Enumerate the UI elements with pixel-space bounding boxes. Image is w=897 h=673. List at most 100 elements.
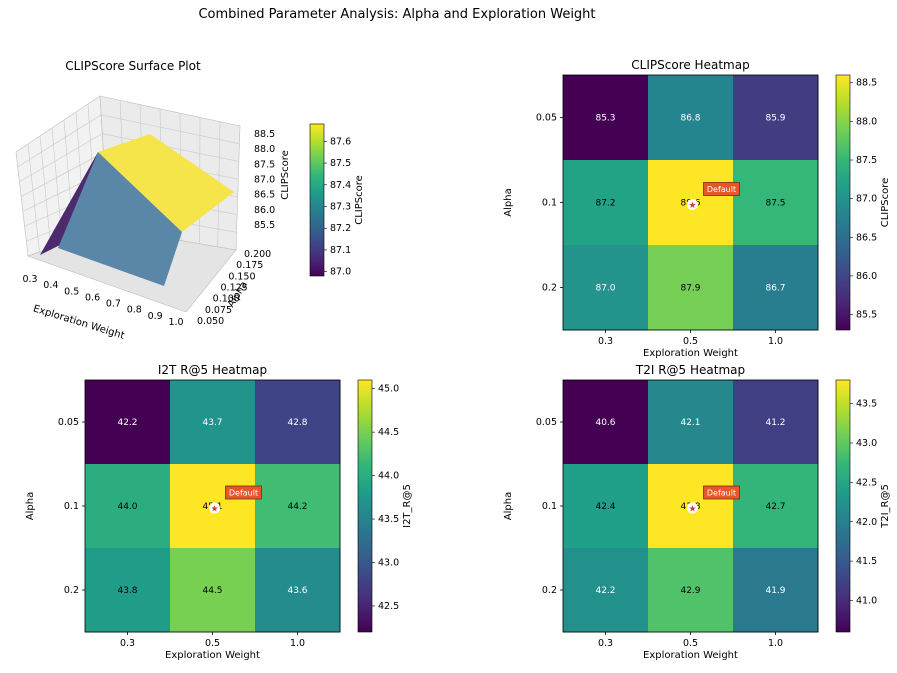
- i2t-heatmap-cell: [85, 464, 171, 549]
- i2t-xtick-label: 0.5: [205, 638, 220, 649]
- surface-ztick-label: 88.0: [254, 144, 275, 155]
- clipscore-colorbar: [835, 74, 851, 331]
- i2t-heatmap-cell: [255, 464, 341, 549]
- clipscore-ylabel: Alpha: [503, 188, 514, 216]
- i2t-xtick-label: 1.0: [290, 638, 305, 649]
- i2t-cell-value: 42.2: [117, 418, 137, 428]
- i2t-xlabel: Exploration Weight: [165, 650, 260, 661]
- clipscore-colorbar-label: CLIPScore: [880, 178, 891, 228]
- surface-colorbar-label: CLIPScore: [354, 175, 365, 225]
- t2i-colorbar-tick-label: 41.0: [856, 596, 877, 607]
- surface-colorbar: [309, 123, 325, 277]
- t2i-xtick-label: 1.0: [768, 638, 783, 649]
- clipscore-colorbar-tick-label: 85.5: [856, 310, 877, 321]
- t2i-xtick-label: 0.5: [683, 638, 698, 649]
- t2i-cell-value: 42.2: [595, 586, 615, 596]
- i2t-cell-value: 44.5: [202, 586, 222, 596]
- surface-ytick-label: 0.100: [213, 294, 240, 305]
- clipscore-default-marker: ★: [688, 201, 696, 211]
- t2i-heatmap-cell: [733, 380, 819, 465]
- surface-colorbar-ticks: 87.0 87.1 87.2 87.3 87.4 87.5 87.6: [324, 136, 351, 278]
- figure-title: Combined Parameter Analysis: Alpha and E…: [198, 7, 595, 22]
- surface-xtick-label: 1.0: [168, 317, 183, 328]
- t2i-heatmap-cell: [733, 464, 819, 549]
- surface-ytick-label: 0.175: [236, 260, 263, 271]
- t2i-default-badge: [703, 485, 740, 500]
- surface-ztick-label: 86.0: [254, 205, 275, 216]
- surface-ztick-label: 87.0: [254, 175, 275, 186]
- i2t-default-badge: [225, 485, 262, 500]
- i2t-heatmap-cell: [170, 380, 256, 465]
- surface-xtick-label: 0.7: [106, 299, 121, 310]
- t2i-heatmap-cell: [648, 548, 734, 633]
- i2t-heatmap-title: I2T R@5 Heatmap: [158, 363, 267, 377]
- surface-colorbar-tick-label: 87.0: [330, 267, 351, 278]
- clipscore-colorbar-tick-label: 87.0: [856, 194, 877, 205]
- surface-xtick-label: 0.8: [127, 305, 142, 316]
- clipscore-colorbar-tick-label: 87.5: [856, 155, 877, 166]
- t2i-ytick-label: 0.05: [536, 417, 557, 428]
- surface-gridline: [39, 135, 52, 249]
- surface-xtick-label: 0.6: [85, 292, 100, 303]
- t2i-xlabel: Exploration Weight: [643, 650, 738, 661]
- t2i-heatmap-title: T2I R@5 Heatmap: [635, 363, 745, 377]
- clipscore-heatmap-cell: [563, 160, 649, 246]
- t2i-heatmap-panel: T2I R@5 Heatmap40.642.141.242.443.842.74…: [503, 363, 891, 661]
- surface-ytick-label: 0.075: [205, 305, 232, 316]
- t2i-colorbar-tick-label: 43.5: [856, 399, 877, 410]
- clipscore-heatmap-cell: [563, 245, 649, 331]
- clipscore-heatmap-cell: [648, 245, 734, 331]
- t2i-cell-value: 40.6: [595, 418, 615, 428]
- i2t-ytick-label: 0.2: [64, 585, 79, 596]
- i2t-cell-value: 43.8: [117, 586, 137, 596]
- i2t-heatmap-cell: [255, 548, 341, 633]
- surface-xtick-label: 0.3: [22, 274, 37, 285]
- surface-ztick-label: 85.5: [254, 220, 275, 231]
- t2i-heatmap-cell: [563, 380, 649, 465]
- i2t-cell-value: 43.6: [287, 586, 307, 596]
- i2t-default-badge-label: Default: [229, 489, 258, 498]
- t2i-cell-value: 41.2: [765, 418, 785, 428]
- t2i-cell-value: 42.1: [680, 418, 700, 428]
- surface-gridline: [19, 133, 103, 182]
- clipscore-ytick-label: 0.2: [542, 283, 557, 294]
- t2i-heatmap-cell: [563, 548, 649, 633]
- surface-gridline: [101, 114, 240, 145]
- surface-colorbar-tick-label: 87.5: [330, 158, 351, 169]
- t2i-ytick-label: 0.2: [542, 585, 557, 596]
- i2t-ytick-label: 0.1: [64, 501, 79, 512]
- t2i-colorbar-tick-label: 42.5: [856, 477, 877, 488]
- clipscore-xtick-label: 1.0: [768, 336, 783, 347]
- clipscore-colorbar-tick-label: 86.0: [856, 271, 877, 282]
- surface-xtick-label: 0.5: [64, 286, 79, 297]
- surface-gridline: [102, 133, 239, 162]
- i2t-cell-value: 44.0: [117, 502, 137, 512]
- t2i-heatmap-cell: [648, 380, 734, 465]
- i2t-cell-value: 43.7: [202, 418, 222, 428]
- surface-colorbar-tick-label: 87.1: [330, 245, 351, 256]
- i2t-default-marker-halo: [209, 502, 220, 514]
- clipscore-cell-value: 86.8: [680, 114, 700, 124]
- i2t-heatmap-cell: [170, 548, 256, 633]
- clipscore-xlabel: Exploration Weight: [643, 348, 738, 359]
- t2i-cell-value: 42.7: [765, 502, 785, 512]
- i2t-colorbar: [357, 379, 373, 633]
- clipscore-default-marker-halo: [687, 199, 698, 210]
- i2t-colorbar-tick-label: 43.5: [378, 514, 399, 525]
- surface-xtick-label: 0.4: [43, 280, 58, 291]
- i2t-colorbar-tick-label: 43.0: [378, 557, 399, 568]
- clipscore-ytick-label: 0.1: [542, 198, 557, 209]
- i2t-heatmap-cell: [85, 380, 171, 465]
- t2i-cell-value: 42.4: [595, 502, 615, 512]
- clipscore-heatmap-cell: [733, 75, 819, 161]
- t2i-cell-value: 41.9: [765, 586, 785, 596]
- surface-colorbar-tick-label: 87.4: [330, 180, 351, 191]
- t2i-default-badge-label: Default: [707, 489, 736, 498]
- clipscore-heatmap-cell: [563, 75, 649, 161]
- surface-ytick-label: 0.150: [228, 271, 255, 282]
- i2t-heatmap-cell: [85, 548, 171, 633]
- i2t-heatmap-panel: I2T R@5 Heatmap42.243.742.844.045.144.24…: [25, 363, 413, 661]
- i2t-colorbar-tick-label: 45.0: [378, 384, 399, 395]
- surface-ytick-label: 0.200: [244, 249, 271, 260]
